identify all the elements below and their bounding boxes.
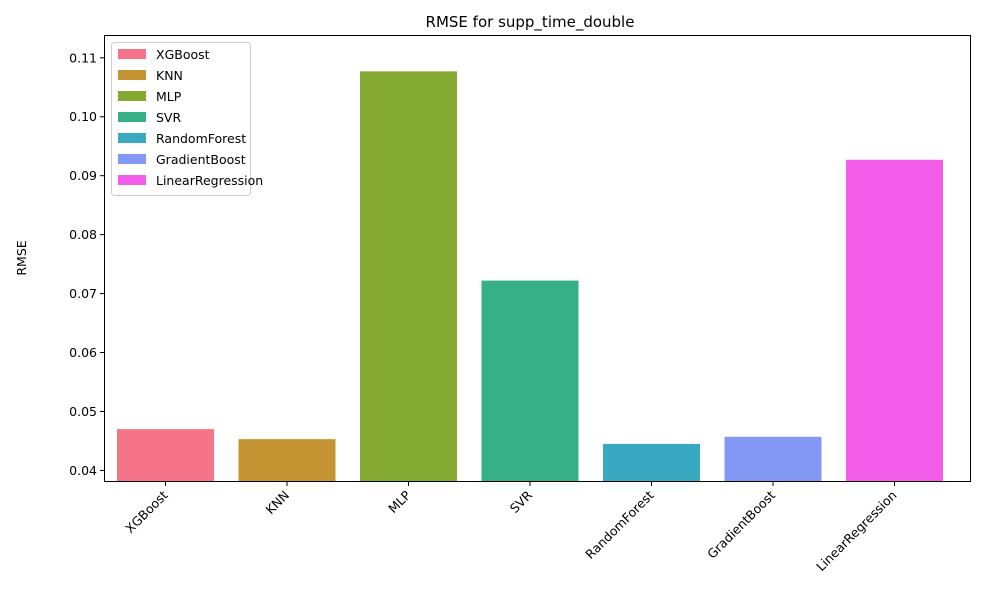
legend-swatch <box>118 49 146 59</box>
x-axis: XGBoost KNN MLP SVR RandomForest GradientBoos… <box>122 481 900 574</box>
legend-swatch <box>118 175 146 185</box>
y-tick-label: 0.11 <box>69 50 97 65</box>
plot-frame <box>104 35 971 482</box>
legend-label: MLP <box>156 89 182 104</box>
y-tick-label: 0.09 <box>69 168 97 183</box>
x-tick-label: RandomForest <box>582 487 656 561</box>
bar-knn <box>238 439 336 481</box>
legend-swatch <box>118 112 146 122</box>
y-axis-label: RMSE <box>14 240 29 275</box>
legend-label: LinearRegression <box>156 173 263 188</box>
legend-label: RandomForest <box>156 131 246 146</box>
bar-xgboost <box>117 429 214 481</box>
chart-title: RMSE for supp_time_double <box>426 13 635 32</box>
x-tick-label: GradientBoost <box>704 487 778 561</box>
bars-layer <box>117 71 943 482</box>
bar-gradientboost <box>724 436 822 481</box>
y-tick-label: 0.05 <box>69 404 97 419</box>
legend-swatch <box>118 154 146 164</box>
y-axis: 0.04 0.05 0.06 0.07 0.08 0.09 0.10 0.11 <box>69 50 105 478</box>
y-tick-label: 0.08 <box>69 227 97 242</box>
legend-label: KNN <box>156 68 183 83</box>
legend-label: XGBoost <box>156 47 210 62</box>
legend-frame <box>111 42 251 196</box>
legend: XGBoost KNN MLP SVR RandomForest GradientBoos… <box>111 42 263 196</box>
x-tick-label: LinearRegression <box>813 488 899 574</box>
legend-swatch <box>118 70 146 80</box>
legend-swatch <box>118 91 146 101</box>
bar-randomforest <box>603 443 700 481</box>
x-tick-label: MLP <box>385 487 414 516</box>
legend-swatch <box>118 133 146 143</box>
x-tick-label: XGBoost <box>122 487 171 536</box>
legend-label: GradientBoost <box>156 152 246 167</box>
bar-mlp <box>360 71 457 482</box>
y-tick-label: 0.10 <box>69 109 97 124</box>
x-tick-label: SVR <box>507 487 536 516</box>
legend-label: SVR <box>156 110 181 125</box>
bar-svr <box>481 280 579 481</box>
x-tick-label: KNN <box>262 488 292 518</box>
y-tick-label: 0.04 <box>69 463 97 478</box>
bar-linearregression <box>846 159 943 481</box>
y-tick-label: 0.07 <box>69 286 97 301</box>
y-tick-label: 0.06 <box>69 345 97 360</box>
